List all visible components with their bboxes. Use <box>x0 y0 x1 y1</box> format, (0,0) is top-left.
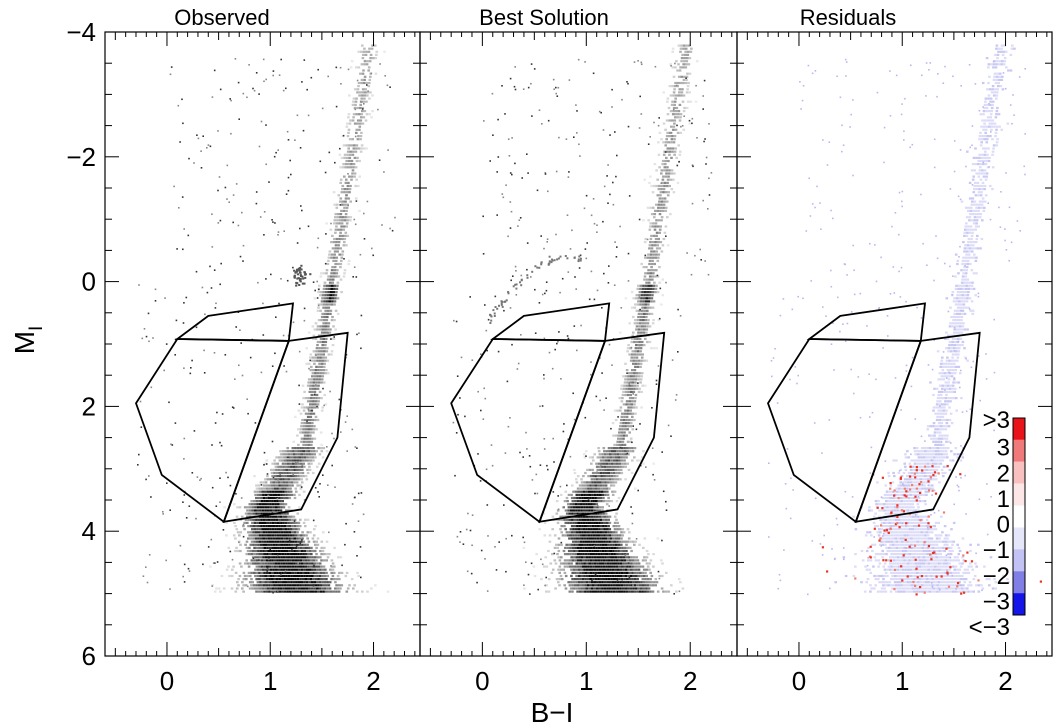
x-tick-label: 1 <box>895 666 909 696</box>
colorbar-segment <box>1013 418 1025 440</box>
colorbar-label: −1 <box>983 537 1010 564</box>
region-right-box <box>222 331 349 523</box>
x-tick-label: 2 <box>683 666 697 696</box>
y-tick-label: 4 <box>82 516 96 546</box>
y-tick-label: 2 <box>82 391 96 421</box>
colorbar-segment <box>1013 461 1025 484</box>
panel-axes: 0 1 2 −4 −2 0 2 4 6 <box>66 17 421 696</box>
svg-text:MI: MI <box>9 326 47 355</box>
colorbar-label: 1 <box>997 486 1010 513</box>
colorbar-segment <box>1013 593 1025 615</box>
region-right-box <box>538 331 666 523</box>
colorbar-label: −2 <box>983 563 1010 590</box>
y-axis-title-main: M <box>9 331 40 354</box>
colorbar-segment <box>1013 549 1025 572</box>
x-tick-label: 1 <box>579 666 593 696</box>
y-tick-label: 0 <box>82 267 96 297</box>
colorbar-segment <box>1013 527 1025 550</box>
x-tick-label: 0 <box>792 666 806 696</box>
region-upper-box <box>490 302 611 342</box>
colorbar-label: >3 <box>983 407 1010 434</box>
density-map <box>768 44 1042 596</box>
region-upper-box <box>174 302 295 342</box>
density-map <box>452 44 713 595</box>
colorbar-label: 0 <box>997 512 1010 539</box>
colorbar-label: 2 <box>997 460 1010 487</box>
y-axis-title: MI <box>9 326 47 355</box>
colorbar-label: <−3 <box>969 614 1010 641</box>
selection-regions <box>767 302 981 524</box>
region-left-box <box>135 338 291 524</box>
colorbar-segment <box>1013 439 1025 462</box>
panel-title-best-solution: Best Solution <box>479 5 609 30</box>
y-tick-label: 6 <box>82 641 96 671</box>
colorbar-segment <box>1013 571 1025 594</box>
x-tick-label: 2 <box>998 666 1012 696</box>
colorbar-segment <box>1013 505 1025 528</box>
panel-title-observed: Observed <box>174 5 269 30</box>
y-axis-title-subscript: I <box>26 326 47 331</box>
selection-regions <box>450 302 666 524</box>
region-upper-box <box>806 302 927 342</box>
panel-title-residuals: Residuals <box>800 5 897 30</box>
x-tick-label: 0 <box>160 666 174 696</box>
colorbar-label: 3 <box>997 435 1010 462</box>
panel-axes: 0 1 2 <box>419 31 738 696</box>
x-tick-label: 2 <box>366 666 380 696</box>
region-left-box <box>450 338 607 524</box>
x-axis-title: B−I <box>531 697 574 726</box>
colorbar-label: −3 <box>983 588 1010 615</box>
colorbar-segment <box>1013 483 1025 506</box>
y-tick-label: −4 <box>66 17 96 47</box>
region-left-box <box>767 338 923 524</box>
region-right-box <box>854 331 981 523</box>
x-tick-label: 0 <box>475 666 489 696</box>
x-tick-label: 1 <box>263 666 277 696</box>
selection-regions <box>135 302 349 524</box>
y-tick-label: −2 <box>66 142 96 172</box>
density-map <box>137 44 396 594</box>
